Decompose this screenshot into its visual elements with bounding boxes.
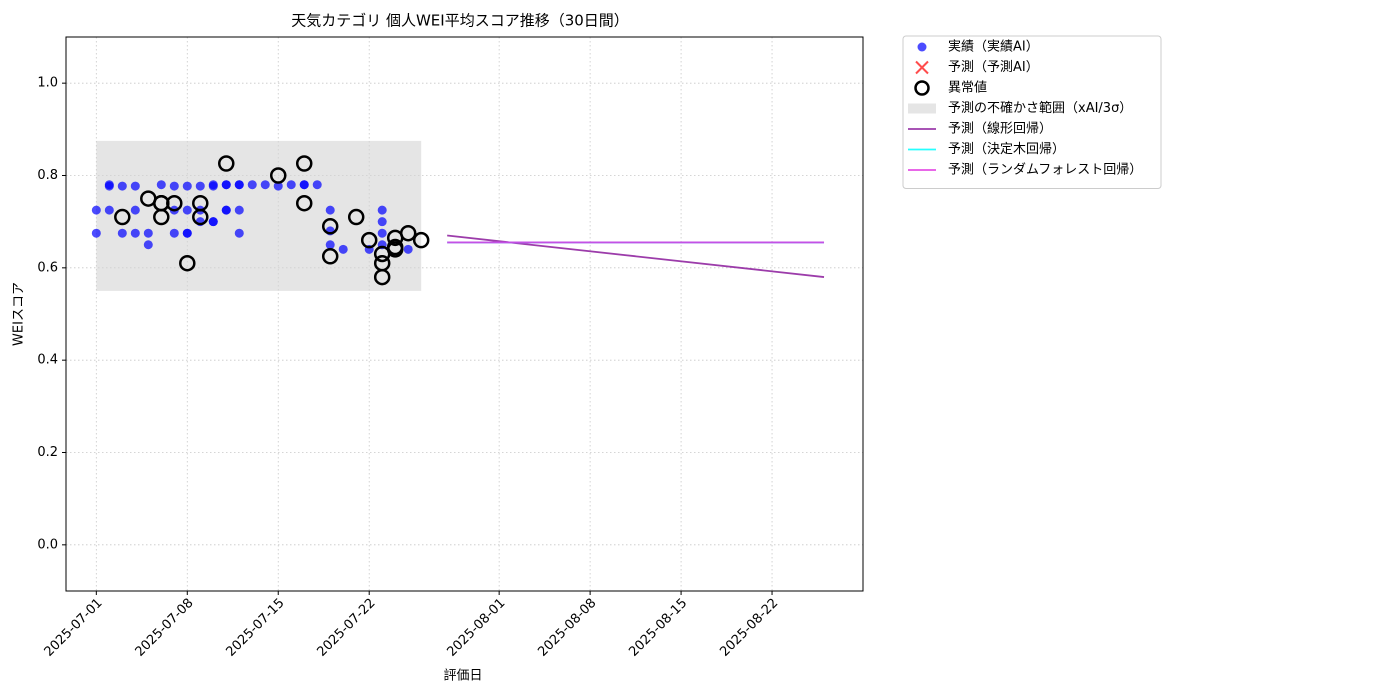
y-tick-label: 0.2 (37, 445, 58, 460)
outlier-marker (360, 231, 378, 249)
outlier-marker (321, 218, 339, 235)
x-tick-label: 2025-07-01 (42, 596, 106, 660)
data-point (169, 228, 179, 238)
data-point (130, 205, 140, 215)
data-point (325, 205, 335, 215)
data-point (208, 217, 218, 227)
x-tick-label: 2025-08-08 (535, 596, 599, 660)
y-tick-label: 0.8 (37, 168, 58, 183)
data-point (182, 181, 192, 191)
legend-label: 異常値 (948, 80, 987, 96)
data-point (104, 180, 114, 190)
legend-swatch (915, 60, 929, 75)
plot-frame (65, 36, 864, 592)
x-axis-label: 評価日 (443, 669, 482, 684)
x-tick-label: 2025-08-15 (626, 596, 690, 660)
legend-label: 予測（決定木回帰） (948, 141, 1065, 157)
outlier-marker (295, 194, 313, 212)
legend-label: 予測（予測AI） (948, 60, 1039, 75)
legend-label: 予測の不確かさ範囲（xAI/3σ） (948, 100, 1132, 116)
data-point (182, 205, 192, 215)
x-tick-label: 2025-07-22 (314, 596, 378, 660)
outlier-marker (269, 167, 287, 184)
data-point (273, 181, 283, 191)
outlier-marker (114, 208, 131, 226)
outlier-marker (218, 155, 235, 172)
y-axis-label: WEIスコア (12, 282, 27, 346)
legend-swatch (917, 42, 927, 52)
data-point (377, 217, 387, 227)
data-point (286, 180, 296, 190)
data-point (299, 180, 309, 190)
outlier-marker (386, 241, 404, 258)
data-point (117, 228, 127, 238)
data-point (221, 180, 231, 190)
data-point (91, 228, 101, 238)
outlier-marker (179, 254, 196, 272)
data-point (143, 240, 153, 250)
outlier-marker (399, 224, 417, 242)
outlier-marker (192, 194, 209, 212)
data-point (234, 228, 244, 238)
legend-label: 予測（線形回帰） (948, 121, 1052, 137)
data-point (234, 205, 244, 215)
outlier-marker (347, 208, 365, 226)
plot-marks (91, 155, 825, 286)
legend-label: 実績（実績AI） (948, 39, 1039, 55)
x-tick-label: 2025-07-08 (133, 596, 197, 660)
data-point (325, 240, 335, 250)
x-tick-label: 2025-08-22 (717, 596, 781, 660)
y-tick-label: 0.6 (37, 260, 58, 275)
data-point (130, 181, 140, 191)
data-point (182, 228, 192, 238)
data-point (117, 181, 127, 191)
legend-swatch (908, 103, 936, 114)
outlier-marker (166, 194, 183, 212)
y-tick-label: 0.0 (37, 537, 58, 552)
data-point (260, 180, 270, 190)
data-point (247, 180, 257, 190)
data-point (169, 181, 179, 191)
data-point (403, 244, 413, 254)
outlier-marker (321, 248, 339, 265)
data-point (234, 180, 244, 190)
data-point (377, 228, 387, 238)
y-tick-label: 0.4 (37, 353, 58, 368)
data-point (338, 244, 348, 254)
y-tick-label: 1.0 (37, 76, 58, 91)
data-point (195, 181, 205, 191)
data-point (130, 228, 140, 238)
outlier-marker (412, 231, 430, 249)
outlier-marker (373, 254, 391, 272)
legend-frame (902, 35, 1162, 189)
data-point (221, 205, 231, 215)
data-point (104, 205, 114, 215)
data-point (156, 180, 166, 190)
data-point (91, 205, 101, 215)
data-point (312, 180, 322, 190)
x-tick-label: 2025-07-15 (224, 596, 288, 660)
data-point (377, 205, 387, 215)
legend-swatch (914, 80, 930, 96)
chart-title: 天気カテゴリ 個人WEI平均スコア推移（30日間） (291, 12, 629, 30)
data-point (143, 228, 153, 238)
data-point (208, 180, 218, 190)
uncertainty-band (96, 140, 422, 291)
outlier-marker (295, 155, 313, 172)
legend-label: 予測（ランダムフォレスト回帰） (948, 162, 1142, 178)
x-tick-label: 2025-08-01 (444, 596, 508, 660)
